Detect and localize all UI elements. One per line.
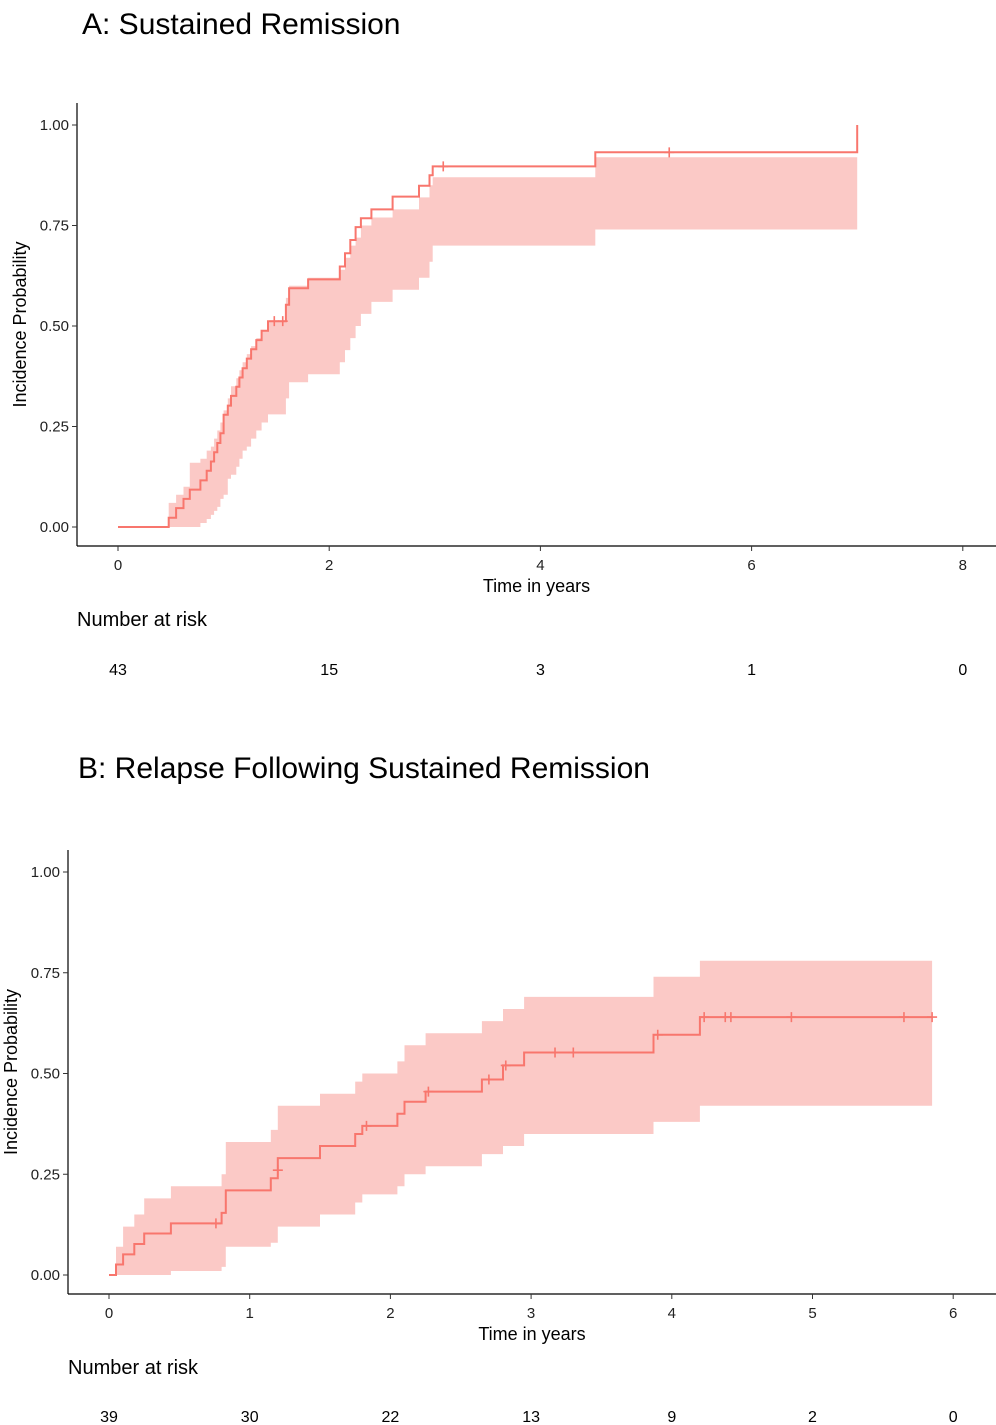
x-tick-label: 4 [536, 557, 544, 574]
chart-panel-a: A: Sustained Remission 0.00 0.25 0.50 0.75 1.… [10, 8, 996, 679]
censor-mark [725, 1012, 736, 1023]
confidence-band [116, 960, 933, 1275]
chart-title: A: Sustained Remission [82, 8, 401, 41]
y-tick-label: 0.75 [31, 965, 60, 982]
y-tick-label: 0.50 [31, 1066, 60, 1083]
risk-table-title: Number at risk [68, 1357, 199, 1379]
censor-mark [568, 1047, 579, 1058]
censor-mark [652, 1029, 663, 1040]
censor-mark [550, 1047, 561, 1058]
y-axis-title: Incidence Probability [10, 241, 30, 407]
risk-table-value: 15 [320, 662, 338, 679]
censor-mark [438, 161, 449, 172]
risk-table-value: 0 [958, 662, 967, 679]
y-axis-title: Incidence Probability [1, 989, 21, 1155]
risk-table-value: 0 [949, 1409, 958, 1425]
y-tick-label: 0.25 [31, 1166, 60, 1183]
censor-mark [483, 1074, 494, 1085]
risk-table-value: 9 [667, 1409, 676, 1425]
chart-title: B: Relapse Following Sustained Remission [78, 752, 650, 785]
y-tick-label: 1.00 [31, 864, 60, 881]
y-tick-label: 0.00 [40, 519, 69, 536]
risk-table-value: 30 [241, 1409, 259, 1425]
x-axis-title: Time in years [478, 1324, 585, 1344]
x-tick-label: 2 [386, 1305, 394, 1322]
x-axis-title: Time in years [483, 576, 590, 596]
y-tick-label: 0.50 [40, 318, 69, 335]
y-tick-label: 0.25 [40, 419, 69, 436]
risk-table-value: 22 [382, 1409, 400, 1425]
x-tick-label: 8 [959, 557, 967, 574]
x-tick-label: 1 [246, 1305, 254, 1322]
risk-table-value: 39 [100, 1409, 118, 1425]
y-tick-label: 0.75 [40, 218, 69, 235]
censor-mark [210, 1218, 221, 1229]
y-tick-label: 0.00 [31, 1267, 60, 1284]
x-tick-label: 6 [949, 1305, 957, 1322]
censor-mark [898, 1012, 909, 1023]
censor-mark [269, 316, 280, 327]
chart-panel-b: B: Relapse Following Sustained Remission… [1, 752, 996, 1425]
x-tick-label: 5 [808, 1305, 816, 1322]
risk-table-value: 13 [522, 1409, 540, 1425]
censor-mark [500, 1060, 511, 1071]
censor-mark [272, 1165, 283, 1176]
risk-table-title: Number at risk [77, 609, 208, 631]
censor-mark [423, 1086, 434, 1097]
censor-mark [361, 1120, 372, 1131]
x-tick-label: 2 [325, 557, 333, 574]
censor-mark [786, 1012, 797, 1023]
risk-table-value: 2 [808, 1409, 817, 1425]
x-tick-label: 3 [527, 1305, 535, 1322]
incidence-curve [118, 125, 859, 528]
censor-mark [664, 147, 675, 158]
risk-table-value: 3 [536, 662, 545, 679]
y-tick-label: 1.00 [40, 117, 69, 134]
censor-mark [927, 1012, 938, 1023]
risk-table-value: 43 [109, 662, 127, 679]
x-tick-label: 4 [668, 1305, 676, 1322]
censor-mark [277, 316, 288, 327]
x-tick-label: 0 [105, 1305, 113, 1322]
risk-table-value: 1 [747, 662, 756, 679]
censor-mark [699, 1012, 710, 1023]
x-tick-label: 0 [114, 557, 122, 574]
confidence-band [168, 133, 858, 527]
x-tick-label: 6 [747, 557, 755, 574]
